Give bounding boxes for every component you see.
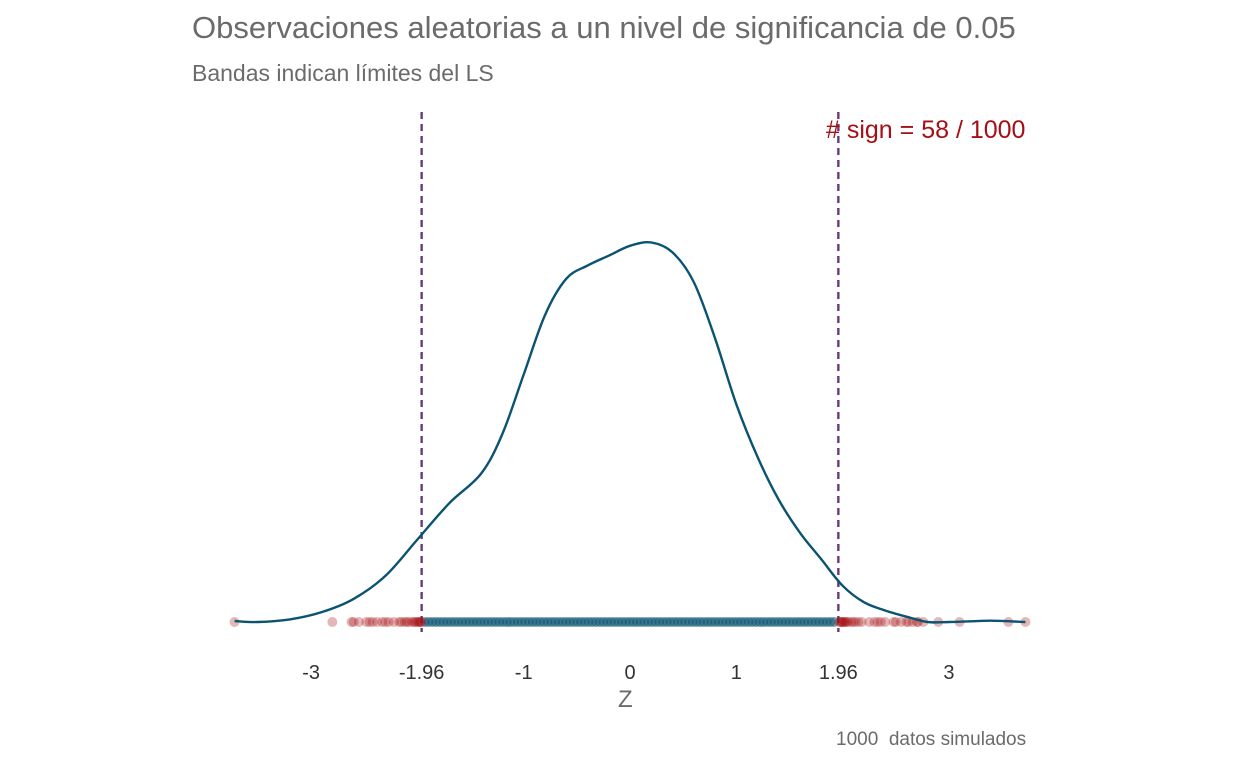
data-point-significant bbox=[353, 617, 364, 627]
data-point-significant bbox=[409, 617, 420, 627]
data-point-significant bbox=[401, 617, 412, 627]
data-point-significant bbox=[901, 617, 912, 627]
chart-title: Observaciones aleatorias a un nivel de s… bbox=[192, 10, 1016, 45]
data-point-significant bbox=[835, 617, 846, 627]
data-point-significant bbox=[848, 617, 859, 627]
data-point-significant bbox=[888, 617, 899, 627]
data-point-significant bbox=[367, 617, 378, 627]
x-axis-label: Z bbox=[618, 686, 633, 713]
data-point-significant bbox=[839, 617, 850, 627]
data-point-significant bbox=[394, 617, 405, 627]
data-point-significant bbox=[383, 617, 394, 627]
data-point-significant bbox=[377, 617, 388, 627]
data-point-significant bbox=[372, 617, 383, 627]
data-point-significant bbox=[880, 617, 891, 627]
data-point-significant bbox=[846, 617, 857, 627]
x-tick-label: 1 bbox=[731, 662, 742, 684]
critical-lines-layer bbox=[420, 112, 840, 632]
data-point-significant bbox=[346, 617, 357, 627]
data-point-significant bbox=[348, 617, 359, 627]
data-point-significant bbox=[842, 617, 853, 627]
points-layer bbox=[229, 617, 1031, 627]
data-point-significant bbox=[414, 617, 425, 627]
data-point-significant bbox=[875, 617, 886, 627]
data-point-significant bbox=[837, 617, 848, 627]
data-point-significant bbox=[399, 617, 410, 627]
data-point-significant bbox=[864, 617, 875, 627]
data-point-center bbox=[829, 617, 840, 627]
data-point-significant bbox=[834, 617, 845, 627]
significance-annotation: # sign = 58 / 1000 bbox=[826, 116, 1025, 144]
x-axis-ticks: -3 -1.96 -1 0 1 1.96 3 bbox=[302, 662, 954, 684]
data-point-significant bbox=[413, 617, 424, 627]
x-tick-label: -1 bbox=[515, 662, 533, 684]
data-point-significant bbox=[410, 617, 421, 627]
chart-subtitle: Bandas indican límites del LS bbox=[192, 60, 494, 86]
data-point-significant bbox=[380, 617, 391, 627]
x-tick-label: 0 bbox=[624, 662, 635, 684]
data-point-significant bbox=[856, 617, 867, 627]
data-point-significant bbox=[416, 617, 427, 627]
data-point-significant bbox=[389, 617, 400, 627]
data-point-significant bbox=[896, 617, 907, 627]
data-point-significant bbox=[869, 617, 880, 627]
data-point-significant bbox=[403, 617, 414, 627]
data-point-significant bbox=[836, 617, 847, 627]
data-point-significant bbox=[837, 617, 848, 627]
data-point-significant bbox=[903, 617, 914, 627]
data-point-significant bbox=[412, 617, 423, 627]
x-tick-label: -1.96 bbox=[399, 662, 445, 684]
data-point-significant bbox=[407, 617, 418, 627]
chart-caption: 1000 datos simulados bbox=[836, 729, 1027, 750]
x-tick-label: 3 bbox=[943, 662, 954, 684]
density-curve bbox=[234, 241, 1026, 624]
data-point-significant bbox=[853, 617, 864, 627]
data-point-significant bbox=[839, 617, 850, 627]
data-point-significant bbox=[364, 617, 375, 627]
data-point-significant bbox=[415, 617, 426, 627]
data-point-significant bbox=[1020, 617, 1031, 627]
data-point-significant bbox=[872, 617, 883, 627]
data-point-significant bbox=[850, 617, 861, 627]
data-point-significant bbox=[841, 617, 852, 627]
data-point-significant bbox=[327, 617, 338, 627]
data-point-significant bbox=[361, 617, 372, 627]
x-tick-label: 1.96 bbox=[819, 662, 858, 684]
data-point-significant bbox=[890, 617, 901, 627]
data-point-significant bbox=[396, 617, 407, 627]
x-tick-label: -3 bbox=[302, 662, 320, 684]
